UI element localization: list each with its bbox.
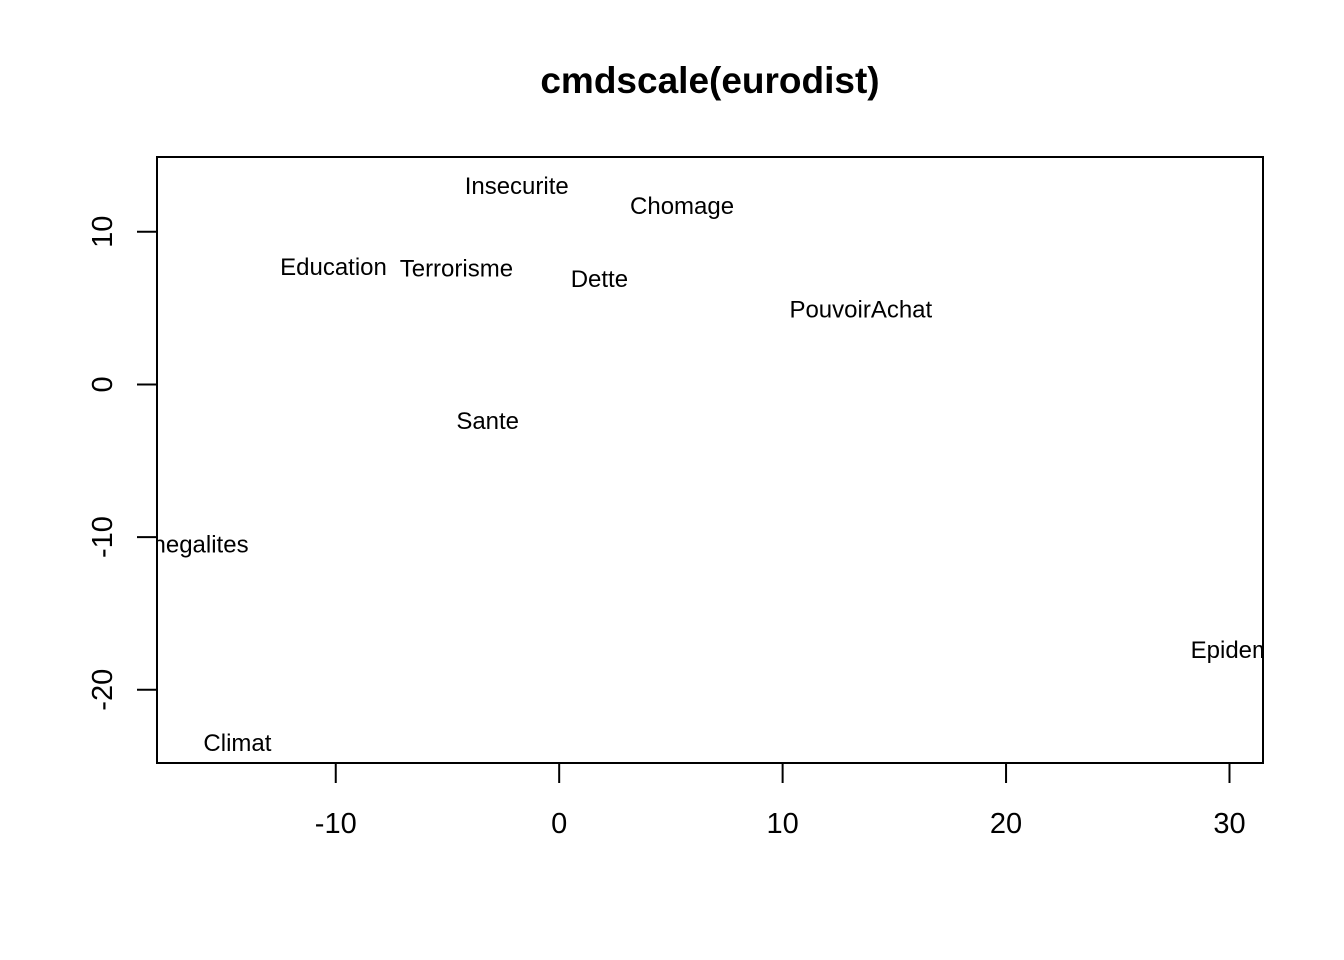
y-axis: -20 -10 0 10 (87, 216, 158, 711)
plot-frame (156, 156, 1264, 764)
y-tick-label: 10 (87, 216, 119, 248)
x-axis: -10 0 10 20 30 (315, 762, 1246, 840)
point-label: Climat (203, 730, 271, 757)
x-tick-label: 20 (990, 808, 1022, 840)
point-label: Education (280, 254, 387, 281)
point-labels: Insecurite Chomage Education Terrorisme Dett… (146, 173, 1291, 757)
point-label: Dette (571, 266, 628, 293)
point-label: PouvoirAchat (789, 297, 932, 324)
point-label: Insecurite (465, 173, 569, 200)
point-label: Epidemie (1191, 637, 1291, 664)
chart-title: cmdscale(eurodist) (540, 60, 879, 101)
y-tick-label: -10 (87, 516, 119, 558)
x-tick-label: -10 (315, 808, 357, 840)
x-tick-label: 30 (1213, 808, 1245, 840)
point-label: Inegalites (146, 532, 249, 559)
x-tick-label: 10 (766, 808, 798, 840)
point-label: Sante (456, 408, 519, 435)
point-label: Terrorisme (400, 255, 513, 282)
x-tick-label: 0 (551, 808, 567, 840)
y-tick-label: -20 (87, 669, 119, 711)
point-label: Chomage (630, 193, 734, 220)
y-tick-label: 0 (87, 376, 119, 392)
